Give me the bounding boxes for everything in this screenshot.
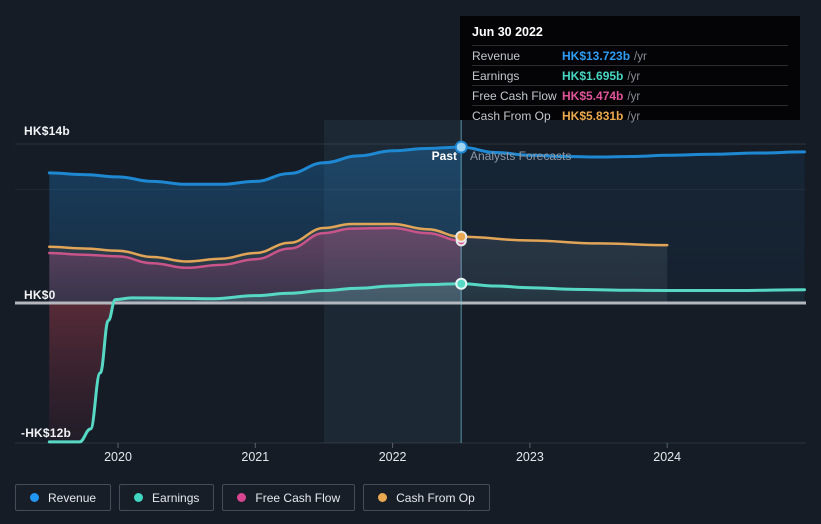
y-axis-label-14b: HK$14b: [24, 124, 70, 138]
revenue-line: [47, 145, 463, 186]
tooltip-row-earnings: Earnings HK$1.695b /yr: [472, 65, 788, 85]
revenue-forecast-line: [459, 145, 806, 159]
x-axis-label: 2024: [653, 450, 682, 464]
x-axis-label: 2021: [241, 450, 270, 464]
tooltip-date: Jun 30 2022: [472, 25, 543, 39]
past-label: Past: [431, 149, 457, 163]
tooltip-value: HK$13.723b: [562, 48, 631, 63]
tooltip-label: Free Cash Flow: [472, 88, 557, 103]
cash-from-op-forecast-line: [460, 235, 669, 247]
cash-from-op-line: [48, 222, 463, 263]
tooltip-value: HK$5.831b: [562, 108, 624, 123]
free-cash-flow-line: [48, 226, 463, 270]
tooltip-row-free-cash-flow: Free Cash Flow HK$5.474b /yr: [472, 85, 788, 105]
tooltip-value: HK$1.695b: [562, 68, 624, 83]
tooltip-label: Revenue: [472, 48, 521, 63]
earnings-marker: [455, 277, 468, 290]
x-axis-label: 2022: [378, 450, 407, 464]
earnings-dot-icon: [134, 493, 144, 502]
free-cash-flow-past-area: [49, 228, 462, 303]
tooltip-label: Earnings: [472, 68, 520, 83]
legend-label: Free Cash Flow: [255, 490, 341, 505]
legend-item-free-cash-flow[interactable]: Free Cash Flow: [222, 484, 356, 511]
tooltip-value: HK$5.474b: [562, 88, 624, 103]
legend-item-revenue[interactable]: Revenue: [15, 484, 112, 511]
free-cash-flow-dot-icon: [237, 493, 247, 502]
tooltip-unit: /yr: [627, 90, 641, 103]
legend-item-cash-from-op[interactable]: Cash From Op: [363, 484, 490, 511]
analysts-forecasts-label: Analysts Forecasts: [470, 149, 572, 163]
tooltip-label: Cash From Op: [472, 108, 551, 123]
cash-from-op-dot-icon: [378, 493, 388, 502]
tooltip-unit: /yr: [627, 70, 641, 83]
y-axis-label-0: HK$0: [24, 288, 56, 302]
x-axis-label: 2020: [104, 450, 132, 464]
legend-item-earnings[interactable]: Earnings: [119, 484, 215, 511]
y-axis-label-neg12b: -HK$12b: [21, 426, 72, 440]
legend: Revenue Earnings Free Cash Flow Cash Fro…: [15, 484, 490, 511]
earnings-forecast-line: [459, 282, 806, 292]
legend-label: Cash From Op: [396, 490, 475, 505]
tooltip-unit: /yr: [634, 50, 647, 63]
tooltip-row-revenue: Revenue HK$13.723b /yr: [472, 45, 788, 65]
legend-label: Revenue: [48, 490, 97, 505]
data-point-tooltip: Jun 30 2022 Revenue HK$13.723b /yr Earni…: [460, 16, 800, 123]
tooltip-row-cash-from-op: Cash From Op HK$5.831b /yr: [472, 105, 788, 125]
earnings-line: [47, 282, 463, 444]
revenue-dot-icon: [30, 493, 39, 502]
legend-label: Earnings: [152, 490, 200, 505]
revenue-marker: [454, 140, 468, 154]
tooltip-unit: /yr: [627, 110, 641, 123]
cash-from-op-marker: [455, 230, 468, 243]
x-axis-label: 2023: [515, 450, 544, 464]
